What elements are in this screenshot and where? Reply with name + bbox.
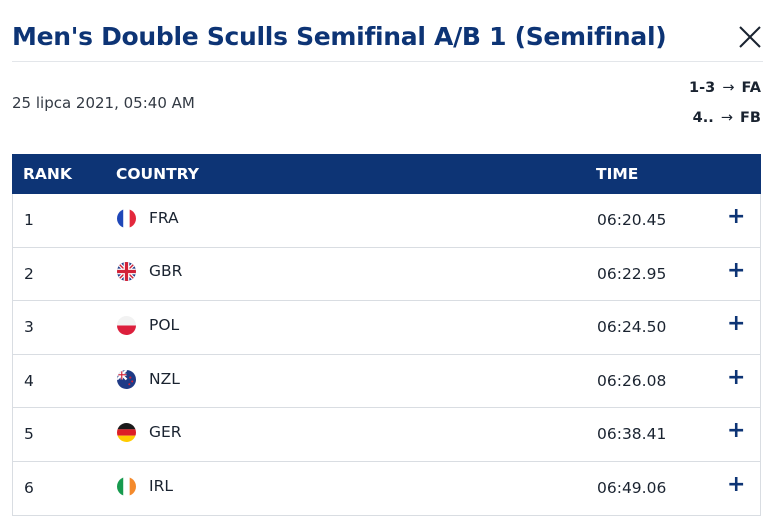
time-column-header: TIME: [596, 165, 639, 183]
gbr-flag-icon: [117, 262, 136, 282]
table-row: 5 GER 06:38.41 +: [12, 408, 761, 462]
rank-cell: 5: [24, 425, 34, 444]
time-cell: 06:20.45: [597, 211, 667, 229]
expand-row-button[interactable]: +: [727, 471, 746, 497]
progression-rule: 4.. → FB: [689, 109, 761, 139]
progression-range: 4..: [692, 110, 714, 126]
progression-target: FA: [741, 80, 761, 96]
country-code: NZL: [149, 369, 180, 388]
time-cell: 06:49.06: [597, 478, 667, 497]
table-row: 3 POL 06:24.50 +: [12, 301, 761, 355]
progression-rules: 1-3 → FA 4.. → FB: [689, 79, 761, 139]
ger-flag-icon: [117, 423, 136, 443]
time-cell: 06:38.41: [597, 425, 667, 444]
arrow-right-icon: →: [722, 80, 735, 96]
progression-rule: 1-3 → FA: [689, 79, 761, 109]
results-table: RANK COUNTRY TIME 1 FRA 06:20.45 + 2: [12, 154, 761, 516]
table-header: RANK COUNTRY TIME: [12, 154, 761, 194]
race-date: 25 lipca 2021, 05:40 AM: [12, 94, 195, 112]
expand-row-button[interactable]: +: [727, 311, 746, 337]
country-cell: FRA: [117, 192, 179, 245]
expand-row-button[interactable]: +: [727, 418, 746, 444]
table-row: 2 GBR 06:22.95 +: [12, 246, 761, 302]
rank-cell: 6: [24, 478, 34, 497]
country-code: GBR: [149, 262, 183, 281]
close-icon: [739, 26, 761, 48]
country-cell: NZL: [117, 353, 180, 406]
country-code: FRA: [149, 208, 179, 227]
rank-column-header: RANK: [23, 165, 72, 183]
table-row: 1 FRA 06:20.45 +: [12, 194, 761, 248]
modal-header: Men's Double Sculls Semifinal A/B 1 (Sem…: [12, 0, 763, 62]
country-cell: IRL: [117, 460, 173, 513]
nzl-flag-icon: [117, 369, 136, 389]
irl-flag-icon: [117, 476, 136, 496]
country-column-header: COUNTRY: [116, 165, 199, 183]
time-cell: 06:22.95: [597, 264, 667, 283]
rank-cell: 2: [24, 264, 34, 283]
rank-cell: 3: [24, 318, 34, 337]
country-cell: POL: [117, 299, 179, 352]
expand-row-button[interactable]: +: [727, 257, 746, 283]
rank-cell: 1: [24, 211, 34, 229]
table-row: 6 IRL 06:49.06 +: [12, 460, 761, 516]
time-cell: 06:26.08: [597, 371, 667, 390]
fra-flag-icon: [117, 208, 136, 228]
country-code: GER: [149, 423, 182, 442]
pol-flag-icon: [117, 315, 136, 335]
rank-cell: 4: [24, 371, 34, 390]
progression-range: 1-3: [689, 80, 716, 96]
expand-row-button[interactable]: +: [727, 364, 746, 390]
country-cell: GBR: [117, 246, 182, 299]
expand-row-button[interactable]: +: [727, 204, 746, 229]
page-title: Men's Double Sculls Semifinal A/B 1 (Sem…: [12, 22, 667, 51]
arrow-right-icon: →: [720, 110, 733, 126]
race-meta: 25 lipca 2021, 05:40 AM 1-3 → FA 4.. → F…: [12, 62, 763, 150]
country-code: IRL: [149, 476, 173, 495]
country-cell: GER: [117, 406, 182, 459]
close-button[interactable]: [737, 24, 763, 50]
progression-target: FB: [740, 110, 761, 126]
time-cell: 06:24.50: [597, 318, 667, 337]
table-row: 4 NZL 06:26.08 +: [12, 353, 761, 409]
country-code: POL: [149, 315, 180, 334]
